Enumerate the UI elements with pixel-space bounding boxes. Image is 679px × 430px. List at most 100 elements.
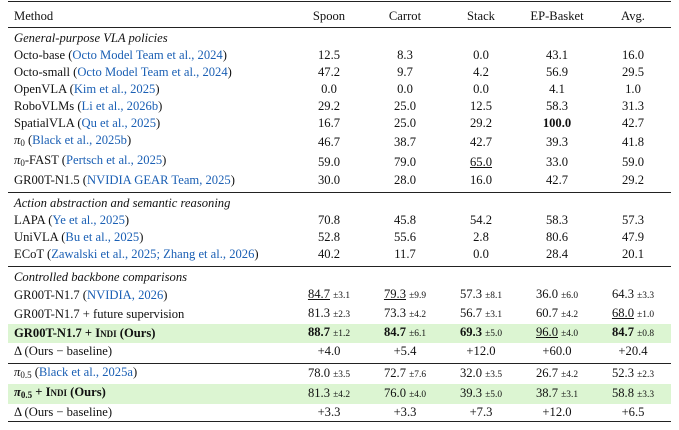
cell-avg: 57.3 <box>621 213 645 227</box>
cell-ep-basket: 42.7 <box>545 173 569 187</box>
cell-carrot: 79.3 ±9.9 <box>383 287 427 302</box>
cell-avg: 42.7 <box>621 116 645 130</box>
cell-ep-basket: 43.1 <box>545 48 569 62</box>
method-name: GR00T-N1.7 <box>14 288 80 302</box>
group-header-row: Controlled backbone comparisons <box>8 266 671 286</box>
cell-spoon: 46.7 <box>317 134 341 149</box>
cell-carrot: 0.0 <box>397 82 413 96</box>
citation-link[interactable]: Pertsch et al., 2025 <box>65 153 163 167</box>
cell-carrot: +5.4 <box>393 344 417 358</box>
cell-ep-basket: +12.0 <box>519 404 595 422</box>
cell-spoon: 78.0 ±3.5 <box>291 363 367 384</box>
cell-avg: +20.4 <box>618 344 648 358</box>
cell-stack: 69.3 ±5.0 <box>443 324 519 343</box>
cell-stack: 16.0 <box>469 173 493 187</box>
cell-ep-basket: 33.0 <box>545 154 569 169</box>
cell-stack: +12.0 <box>466 344 496 358</box>
group-title-general: General-purpose VLA policies <box>8 27 671 47</box>
citation-link[interactable]: Black et al., 2025a <box>38 365 133 379</box>
table-row: RoboVLMs (Li et al., 2026b) 29.2 25.0 12… <box>8 98 671 115</box>
cell-carrot: 28.0 <box>393 173 417 187</box>
cell-stack: 0.0 <box>473 82 489 96</box>
cell-carrot: 55.6 <box>393 230 417 244</box>
method-name: UniVLA <box>14 230 59 244</box>
method-name: Octo-small <box>14 65 70 79</box>
citation-link[interactable]: Kim et al., 2025 <box>73 82 156 96</box>
citation-link[interactable]: Black et al., 2025b <box>32 133 127 147</box>
cell-avg: 29.5 <box>621 65 645 79</box>
cell-avg: 31.3 <box>621 99 645 113</box>
group-header-row: Action abstraction and semantic reasonin… <box>8 192 671 212</box>
method-name: π0 <box>14 133 25 149</box>
group-title-controlled: Controlled backbone comparisons <box>8 266 671 286</box>
table-row: π0.5 (Black et al., 2025a) 78.0 ±3.5 72.… <box>8 363 671 384</box>
cell-ep-basket: 58.3 <box>545 99 569 113</box>
method-name: RoboVLMs <box>14 99 75 113</box>
citation-link[interactable]: Qu et al., 2025 <box>81 116 157 130</box>
citation-link[interactable]: Bu et al., 2025 <box>65 230 140 244</box>
table-row: GR00T-N1.7 + future supervision 81.3 ±2.… <box>8 305 671 324</box>
method-name: π0.5 + Indi (Ours) <box>8 384 291 404</box>
citation-link[interactable]: NVIDIA, 2026 <box>87 288 164 302</box>
cell-ep-basket: 4.1 <box>549 82 565 96</box>
cell-stack: 0.0 <box>473 48 489 62</box>
cell-spoon: 88.7 ±1.2 <box>291 324 367 343</box>
cell-ep-basket: 60.7 ±4.2 <box>535 306 579 321</box>
cell-stack: 42.7 <box>469 134 493 149</box>
cell-stack: 4.2 <box>473 65 489 79</box>
cell-carrot: 25.0 <box>393 116 417 130</box>
table-row: Octo-small (Octo Model Team et al., 2024… <box>8 64 671 81</box>
cell-avg: 59.0 <box>621 154 645 169</box>
cell-ep-basket: 28.4 <box>545 247 569 261</box>
table-row: SpatialVLA (Qu et al., 2025) 16.7 25.0 2… <box>8 115 671 132</box>
cell-carrot: +3.3 <box>367 404 443 422</box>
method-name: LAPA <box>14 213 46 227</box>
header-method: Method <box>8 1 291 28</box>
cell-avg: 52.3 ±2.3 <box>595 363 671 384</box>
results-table-container: Method Spoon Carrot Stack EP-Basket Avg.… <box>8 1 671 422</box>
table-row: Octo-base (Octo Model Team et al., 2024)… <box>8 47 671 64</box>
method-name: GR00T-N1.7 + future supervision <box>14 307 185 321</box>
cell-avg: 58.8 ±3.3 <box>595 384 671 404</box>
table-row: GR00T-N1.7 (NVIDIA, 2026) 84.7 ±3.1 79.3… <box>8 286 671 305</box>
cell-spoon: 30.0 <box>317 173 341 187</box>
table-row: GR00T-N1.5 (NVIDIA GEAR Team, 2025) 30.0… <box>8 172 671 193</box>
cell-carrot: 79.0 <box>393 154 417 169</box>
method-name: ECoT <box>14 247 44 261</box>
table-row-delta: Δ (Ours − baseline) +4.0 +5.4 +12.0 +60.… <box>8 343 671 364</box>
cell-ep-basket: 58.3 <box>545 213 569 227</box>
cell-avg: 68.0 ±1.0 <box>611 306 655 321</box>
cell-ep-basket: 36.0 ±6.0 <box>535 287 579 302</box>
method-name: OpenVLA <box>14 82 67 96</box>
cell-spoon: 84.7 ±3.1 <box>307 287 351 302</box>
cell-avg: 16.0 <box>621 48 645 62</box>
table-row: ECoT (Zawalski et al., 2025; Zhang et al… <box>8 246 671 267</box>
table-row: LAPA (Ye et al., 2025) 70.8 45.8 54.2 58… <box>8 212 671 229</box>
cell-carrot: 11.7 <box>394 247 416 261</box>
table-row-highlight: π0.5 + Indi (Ours) 81.3 ±4.2 76.0 ±4.0 3… <box>8 384 671 404</box>
cell-stack: 12.5 <box>469 99 493 113</box>
citation-link[interactable]: Octo Model Team et al., 2024 <box>77 65 228 79</box>
cell-ep-basket: 26.7 ±4.2 <box>519 363 595 384</box>
cell-carrot: 9.7 <box>397 65 413 79</box>
cell-avg: 1.0 <box>625 82 641 96</box>
cell-avg: 47.9 <box>621 230 645 244</box>
cell-ep-basket: 38.7 ±3.1 <box>519 384 595 404</box>
cell-stack: 56.7 ±3.1 <box>459 306 503 321</box>
citation-link[interactable]: NVIDIA GEAR Team, 2025 <box>87 173 231 187</box>
cell-carrot: 72.7 ±7.6 <box>367 363 443 384</box>
cell-avg: 84.7 ±0.8 <box>595 324 671 343</box>
method-name: SpatialVLA <box>14 116 75 130</box>
cell-avg: +6.5 <box>595 404 671 422</box>
table-header-row: Method Spoon Carrot Stack EP-Basket Avg. <box>8 1 671 28</box>
citation-link[interactable]: Li et al., 2026b <box>81 99 159 113</box>
citation-link[interactable]: Ye et al., 2025 <box>52 213 125 227</box>
cell-spoon: 81.3 ±4.2 <box>291 384 367 404</box>
group-header-row: General-purpose VLA policies <box>8 27 671 47</box>
method-name: Octo-base <box>14 48 66 62</box>
cell-spoon: 70.8 <box>317 213 341 227</box>
citation-link[interactable]: Octo Model Team et al., 2024 <box>72 48 223 62</box>
cell-spoon: 52.8 <box>317 230 341 244</box>
cell-avg: 20.1 <box>621 247 645 261</box>
citation-link[interactable]: Zawalski et al., 2025; Zhang et al., 202… <box>51 247 255 261</box>
